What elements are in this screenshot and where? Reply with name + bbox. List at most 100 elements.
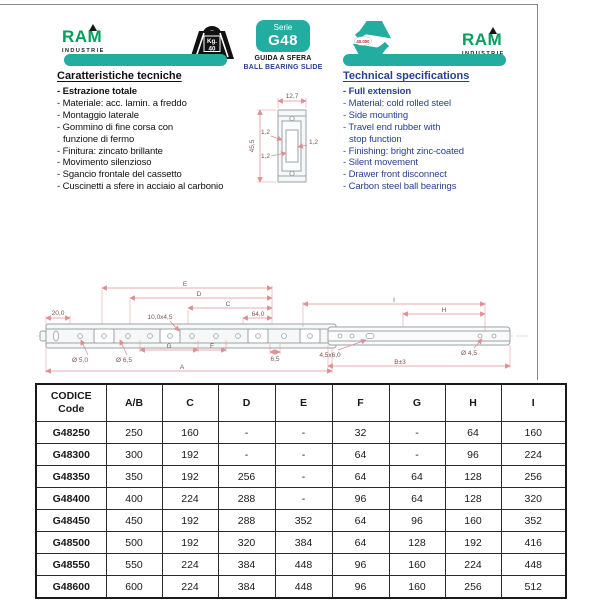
value-cell: 400 bbox=[105, 487, 163, 510]
dimension-labels: E D C 64,0 20,0 10,0x4,5 Ø 5,0 Ø 6,5 G F… bbox=[52, 281, 478, 371]
code-cell: G48400 bbox=[35, 487, 107, 510]
col-header-code: CODICE Code bbox=[35, 383, 107, 422]
col-header: E bbox=[274, 383, 333, 422]
value-cell: 448 bbox=[500, 553, 567, 576]
list-item: - Carbon steel ball bearings bbox=[343, 181, 457, 193]
col-header: F bbox=[331, 383, 390, 422]
value-cell: 416 bbox=[500, 531, 567, 554]
value-cell: 320 bbox=[500, 487, 567, 510]
list-item: stop function bbox=[349, 133, 402, 145]
value-cell: 32 bbox=[331, 421, 390, 444]
load-value-label: 40 bbox=[209, 46, 216, 53]
value-cell: 160 bbox=[388, 553, 446, 576]
table-row: G48450 450 192 288 352 64 96 160 352 bbox=[35, 509, 567, 532]
dim-label-f: F bbox=[210, 343, 214, 350]
list-item: - Finitura: zincato brillante bbox=[57, 145, 163, 157]
dim-label-dia45: Ø 4,5 bbox=[461, 350, 477, 357]
value-cell: 224 bbox=[161, 487, 219, 510]
weight-kg-icon: Kg. 40 bbox=[190, 25, 234, 59]
value-cell: - bbox=[274, 465, 333, 488]
value-cell: 512 bbox=[500, 575, 567, 599]
value-cell: 352 bbox=[500, 509, 567, 532]
dim-label-i: I bbox=[393, 297, 395, 304]
list-item: - Sgancio frontale del cassetto bbox=[57, 169, 182, 181]
value-cell: 224 bbox=[161, 553, 219, 576]
value-cell: 64 bbox=[331, 443, 390, 466]
value-cell: 384 bbox=[274, 531, 333, 554]
table-row: G48600 600 224 384 448 96 160 256 512 bbox=[35, 575, 567, 599]
value-cell: 64 bbox=[444, 421, 502, 444]
dim-label-e: E bbox=[183, 281, 188, 288]
value-cell: 550 bbox=[105, 553, 163, 576]
col-header: A/B bbox=[105, 383, 163, 422]
slide-rail-drawing: E D C 64,0 20,0 10,0x4,5 Ø 5,0 Ø 6,5 G F… bbox=[36, 281, 528, 374]
specs-english: Technical specifications - Full extensio… bbox=[343, 70, 535, 193]
mounting-holes bbox=[52, 330, 497, 342]
value-cell: 224 bbox=[161, 575, 219, 599]
code-cell: G48250 bbox=[35, 421, 107, 444]
teal-divider-right bbox=[343, 54, 506, 66]
dim-label-dia50: Ø 5,0 bbox=[72, 357, 88, 364]
value-cell: 96 bbox=[331, 553, 390, 576]
code-cell: G48450 bbox=[35, 509, 107, 532]
table-row: G48300 300 192 - - 64 - 96 224 bbox=[35, 443, 567, 466]
serie-label: Serie bbox=[273, 23, 293, 32]
value-cell: - bbox=[388, 443, 446, 466]
table-row: G48400 400 224 288 - 96 64 128 320 bbox=[35, 487, 567, 510]
serie-badge: Serie G48 bbox=[256, 20, 310, 52]
value-cell: 288 bbox=[217, 509, 276, 532]
value-cell: 128 bbox=[388, 531, 446, 554]
value-cell: 600 bbox=[105, 575, 163, 599]
col-header: D bbox=[217, 383, 276, 422]
dim-label-a: A bbox=[180, 364, 185, 371]
teal-divider-left bbox=[64, 54, 227, 66]
list-item: - Finishing: bright zinc-coated bbox=[343, 145, 464, 157]
value-cell: - bbox=[274, 421, 333, 444]
value-cell: 160 bbox=[161, 421, 219, 444]
list-item: - Materiale: acc. lamin. a freddo bbox=[57, 97, 187, 109]
value-cell: 128 bbox=[444, 487, 502, 510]
dim-label-thickness-2: 1,2 bbox=[309, 139, 318, 146]
value-cell: 192 bbox=[161, 465, 219, 488]
specs-italian: Caratteristiche tecniche - Estrazione to… bbox=[57, 70, 249, 193]
list-item: - Silent movement bbox=[343, 157, 418, 169]
dim-label-c: C bbox=[226, 301, 231, 308]
list-item: - Gommino di fine corsa con bbox=[57, 121, 174, 133]
value-cell: 256 bbox=[217, 465, 276, 488]
ram-logo-text: RAM bbox=[462, 30, 503, 49]
value-cell: 384 bbox=[217, 575, 276, 599]
value-cell: 160 bbox=[444, 509, 502, 532]
dim-label-d: D bbox=[197, 291, 202, 298]
list-item: - Travel end rubber with bbox=[343, 121, 441, 133]
dim-label-g: G bbox=[166, 343, 171, 350]
cycles-count-label: 40.000 bbox=[356, 39, 370, 44]
value-cell: 96 bbox=[331, 487, 390, 510]
value-cell: 64 bbox=[388, 465, 446, 488]
rail-outline bbox=[39, 323, 511, 349]
subtitle-english: BALL BEARING SLIDE bbox=[243, 64, 323, 71]
value-cell: 192 bbox=[161, 443, 219, 466]
list-item: - Material: cold rolled steel bbox=[343, 97, 451, 109]
dim-label-h: H bbox=[442, 307, 447, 314]
dimensions-table: CODICE Code A/B C D E F G H I G48250 250 bbox=[35, 383, 567, 599]
list-item: funzione di fermo bbox=[63, 133, 135, 145]
table-row: G48350 350 192 256 - 64 64 128 256 bbox=[35, 465, 567, 488]
value-cell: 300 bbox=[105, 443, 163, 466]
value-cell: 96 bbox=[444, 443, 502, 466]
cross-section-drawing: 12,7 45,5 1,2 1,2 1,2 bbox=[249, 93, 318, 183]
list-item: - Estrazione totale bbox=[57, 86, 137, 97]
table-row: G48500 500 192 320 384 64 128 192 416 bbox=[35, 531, 567, 554]
product-subtitles: GUIDA A SFERA BALL BEARING SLIDE bbox=[228, 55, 338, 71]
value-cell: 256 bbox=[444, 575, 502, 599]
table-row: G48250 250 160 - - 32 - 64 160 bbox=[35, 421, 567, 444]
ram-logo: RAM INDUSTRIE bbox=[62, 24, 105, 54]
load-kg-label: Kg. bbox=[207, 38, 217, 45]
dim-label-width: 12,7 bbox=[286, 93, 299, 100]
specs-english-heading: Technical specifications bbox=[343, 70, 470, 82]
code-cell: G48350 bbox=[35, 465, 107, 488]
value-cell: 96 bbox=[388, 509, 446, 532]
dim-label-b: B±3 bbox=[394, 359, 406, 366]
value-cell: 352 bbox=[274, 509, 333, 532]
ram-logo-text: RAM bbox=[62, 27, 103, 46]
